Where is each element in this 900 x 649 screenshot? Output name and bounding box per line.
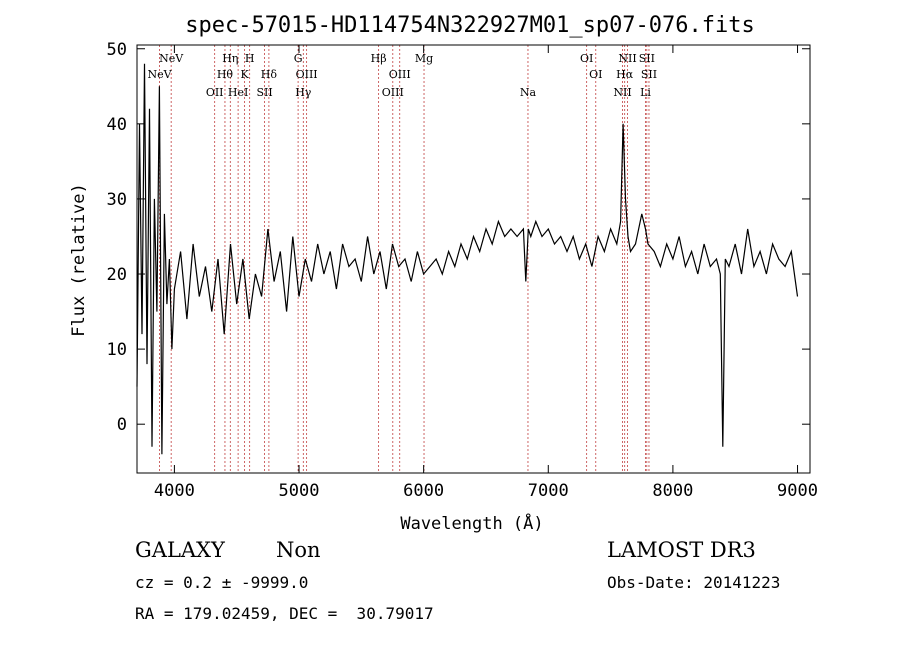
line-marker-label-12: OIII — [296, 68, 318, 81]
chart-title: spec-57015-HD114754N322927M01_sp07-076.f… — [185, 13, 755, 38]
object-subclass: Non — [276, 538, 321, 562]
line-marker-label-2: OII — [206, 86, 224, 99]
line-marker-label-16: Mg — [415, 52, 433, 65]
line-marker-label-17: Na — [520, 86, 537, 99]
line-marker-label-9: SII — [256, 86, 272, 99]
line-markers — [159, 45, 650, 473]
spectrum-series-line — [136, 63, 799, 455]
line-marker-labels: NeVNeVOIIHθHηHeIKHHδSIIGHγOIIIHβOIIIOIII… — [148, 52, 658, 99]
y-tick-label-1: 10 — [107, 340, 127, 360]
object-class: GALAXY — [135, 538, 225, 562]
line-marker-label-13: Hβ — [371, 52, 387, 65]
line-marker-label-20: NII — [613, 86, 631, 99]
y-tick-label-2: 20 — [107, 265, 127, 285]
x-tick-label-4: 8000 — [652, 481, 693, 501]
x-tick-label-1: 5000 — [279, 481, 320, 501]
line-marker-label-15: OIII — [389, 68, 411, 81]
y-tick-label-4: 40 — [107, 115, 127, 135]
line-marker-label-7: H — [245, 52, 255, 65]
plot-frame — [136, 44, 811, 474]
line-marker-label-6: K — [241, 68, 250, 81]
line-marker-label-18: OI — [580, 52, 593, 65]
coordinates-text: RA = 179.02459, DEC = 30.79017 — [135, 604, 434, 623]
x-axis-label: Wavelength (Å) — [400, 512, 543, 534]
line-marker-label-5: HeI — [228, 86, 248, 99]
line-marker-label-24: SII — [639, 52, 655, 65]
redshift-text: cz = 0.2 ± -9999.0 — [135, 573, 309, 592]
line-marker-label-23: Li — [640, 86, 651, 99]
y-axis-label: Flux (relative) — [69, 183, 89, 337]
line-marker-label-19: OI — [589, 68, 602, 81]
line-marker-label-14: OIII — [382, 86, 404, 99]
x-tick-label-2: 6000 — [403, 481, 444, 501]
line-marker-label-3: Hθ — [217, 68, 234, 81]
y-tick-label-3: 30 — [107, 190, 127, 210]
line-marker-label-25: SII — [641, 68, 657, 81]
line-marker-label-8: Hδ — [261, 68, 278, 81]
survey-name: LAMOST DR3 — [607, 538, 756, 562]
y-tick-label-5: 50 — [107, 40, 127, 60]
line-marker-label-22: Hα — [616, 68, 634, 81]
line-marker-label-10: G — [294, 52, 303, 65]
line-marker-label-21: NII — [618, 52, 636, 65]
line-marker-label-1: NeV — [159, 52, 184, 65]
line-marker-label-4: Hη — [222, 52, 238, 65]
line-marker-label-11: Hγ — [295, 86, 312, 99]
axis-ticks: 4000 5000 6000 7000 8000 9000 0 10 20 30 40 50 — [107, 40, 818, 501]
obs-date-text: Obs-Date: 20141223 — [607, 573, 781, 592]
x-tick-label-3: 7000 — [528, 481, 569, 501]
x-tick-label-0: 4000 — [154, 481, 195, 501]
y-tick-label-0: 0 — [117, 415, 127, 435]
x-tick-label-5: 9000 — [777, 481, 818, 501]
line-marker-label-0: NeV — [148, 68, 173, 81]
